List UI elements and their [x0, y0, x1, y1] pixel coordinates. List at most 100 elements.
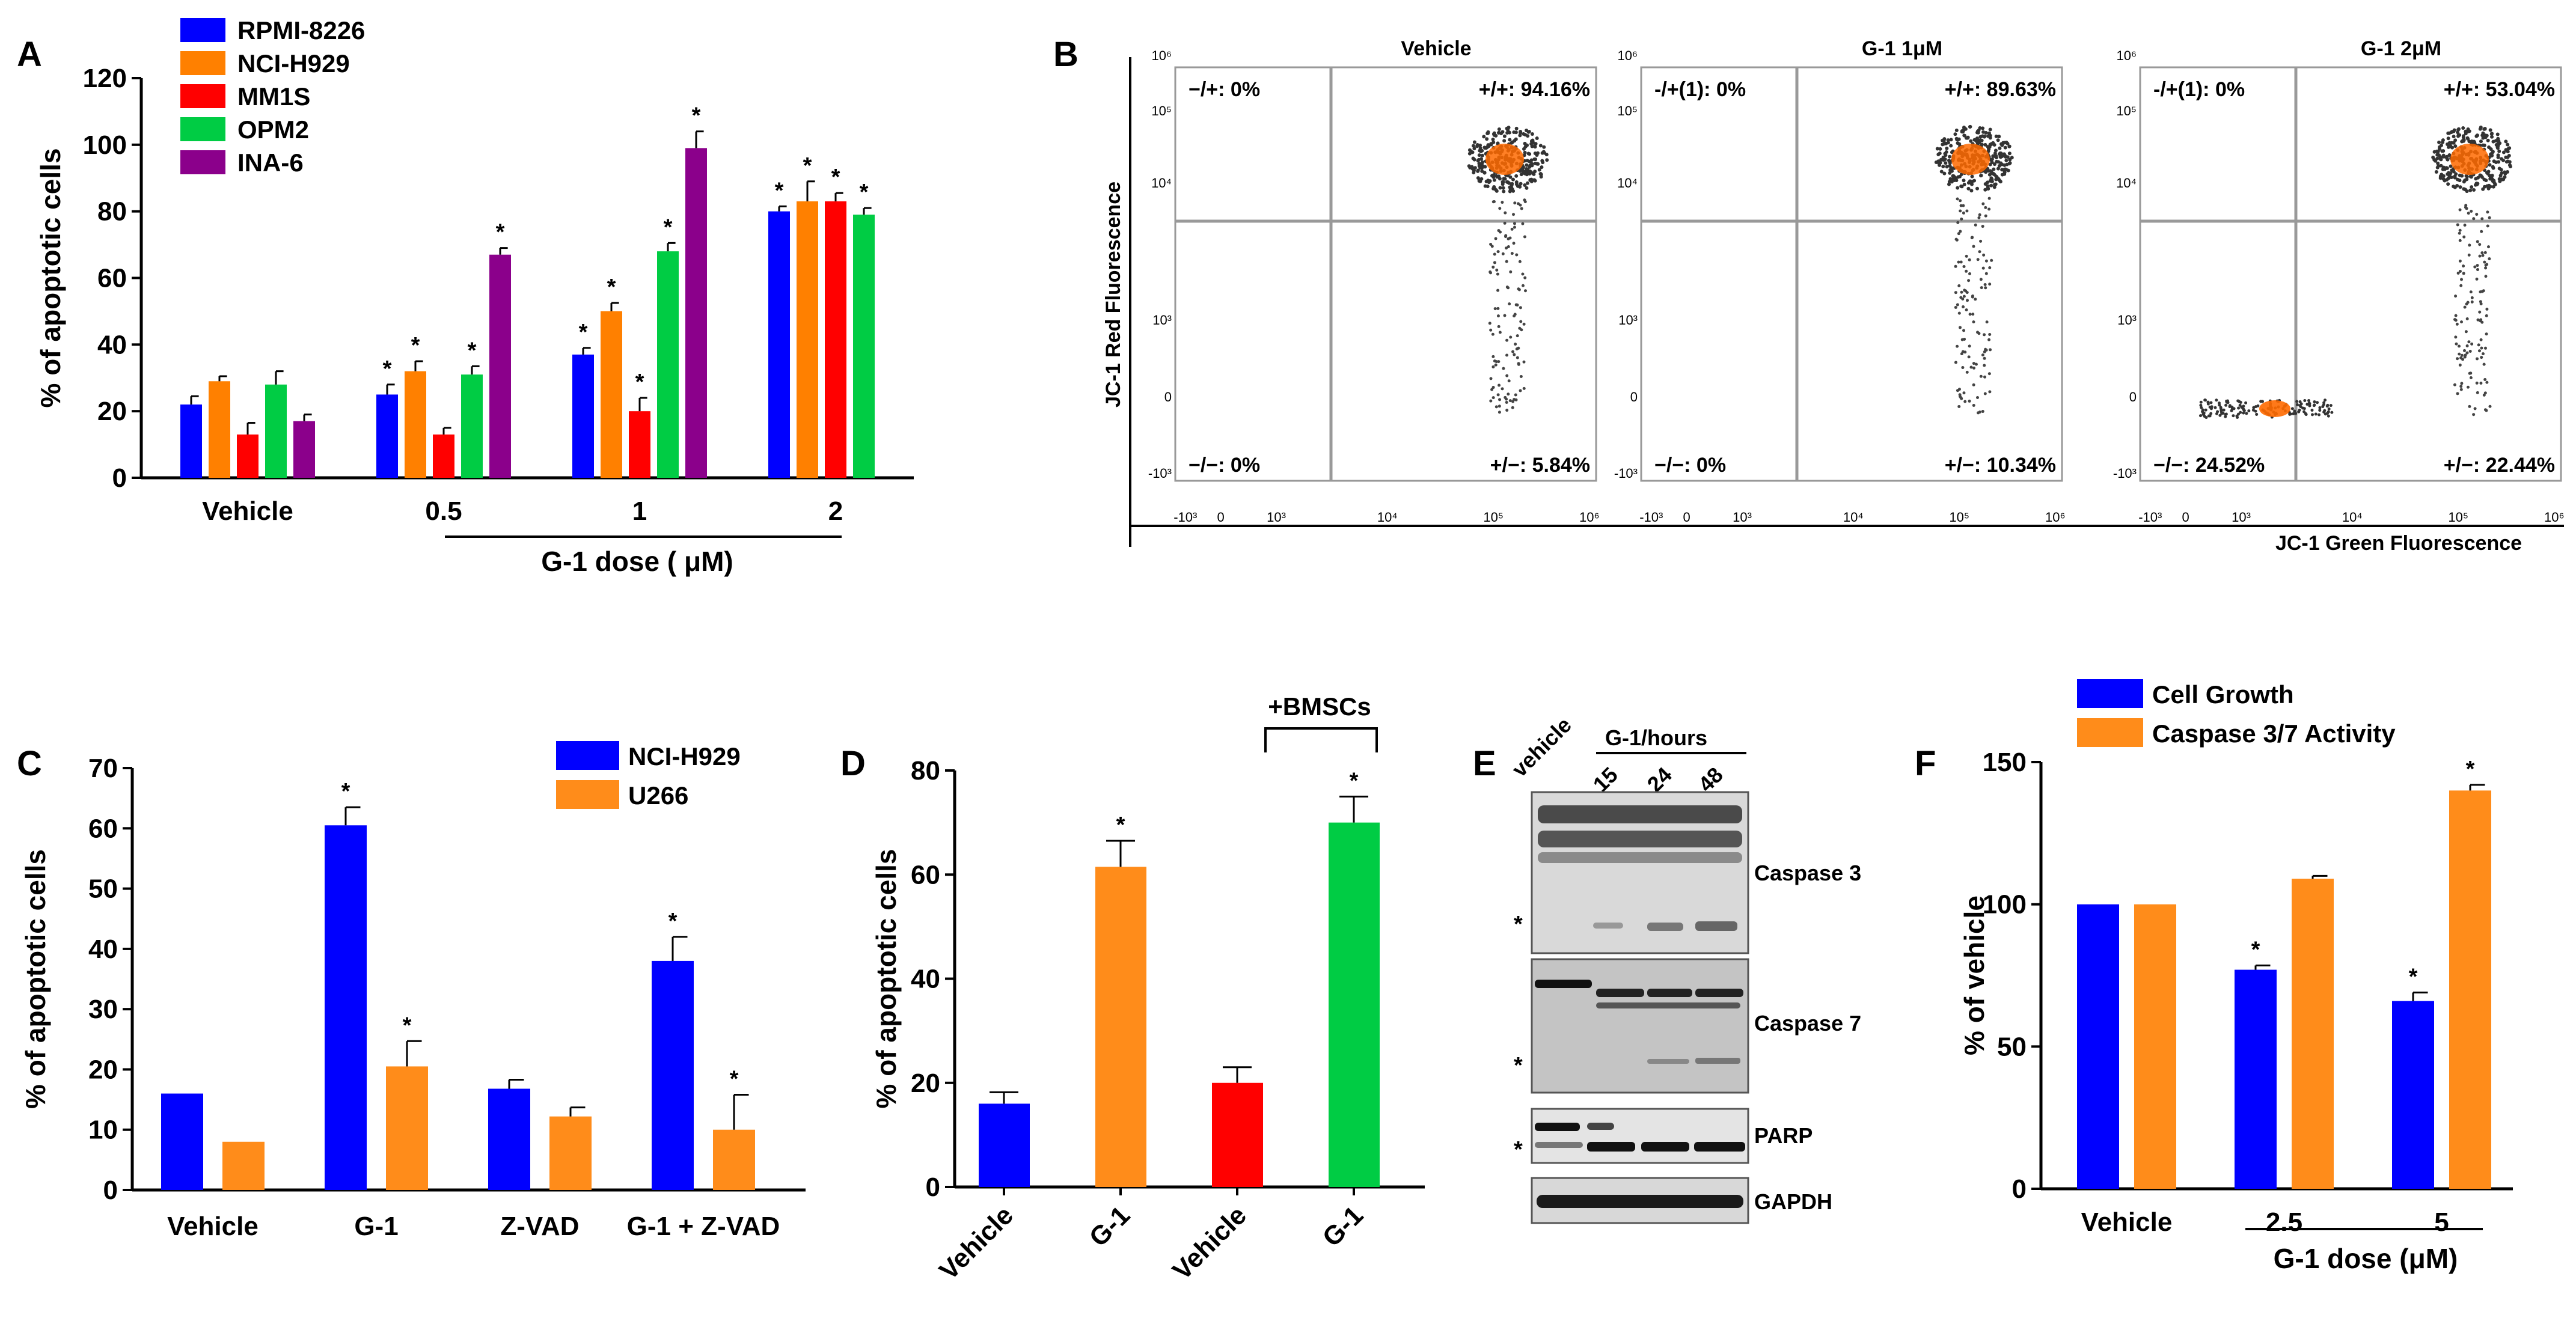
- panel-c-bar: [652, 960, 694, 1190]
- panel-d-ytick-label: 40: [911, 965, 940, 994]
- panel-b-event-dot: [2462, 187, 2466, 191]
- panel-b-event-dot: [1489, 399, 1493, 403]
- panel-b-event-dot: [2254, 409, 2257, 413]
- panel-b-event-dot: [1472, 171, 1476, 175]
- panel-f-category-label: 2.5: [2266, 1207, 2302, 1237]
- panel-b-event-dot: [2000, 154, 2004, 159]
- panel-d-bar: [1212, 1082, 1263, 1187]
- panel-b-event-dot: [1480, 153, 1484, 157]
- panel-b-event-dot: [2492, 178, 2496, 183]
- panel-b-event-dot: [1496, 288, 1500, 292]
- panel-b-event-dot: [2479, 139, 2483, 144]
- panel-b-event-dot: [2462, 235, 2466, 239]
- panel-b-event-dot: [1975, 186, 1980, 191]
- panel-b-event-dot: [1508, 138, 1512, 142]
- panel-b-event-dot: [2480, 217, 2484, 221]
- panel-b-event-dot: [1970, 182, 1974, 186]
- panel-b-event-dot: [2458, 352, 2461, 356]
- panel-b-event-dot: [1501, 201, 1504, 204]
- panel-b-event-dot: [1987, 338, 1991, 341]
- panel-b-event-dot: [1489, 377, 1493, 380]
- panel-b-event-dot: [1948, 154, 1952, 159]
- panel-b-event-dot: [2490, 135, 2494, 139]
- panel-f-bar: [2392, 1001, 2434, 1189]
- panel-b-event-dot: [2445, 166, 2449, 170]
- panel-b-event-dot: [1503, 314, 1507, 317]
- panel-b-event-dot: [2503, 175, 2507, 179]
- panel-b-event-dot: [2465, 189, 2469, 194]
- panel-c-ytick-label: 70: [88, 754, 118, 783]
- panel-c-legend-label: U266: [628, 781, 688, 810]
- panel-a-category-label: Vehicle: [202, 496, 293, 526]
- panel-b-event-dot: [1516, 202, 1520, 206]
- panel-b-event-dot: [2461, 358, 2465, 361]
- panel-b-event-dot: [1485, 137, 1489, 141]
- panel-b-event-dot: [2489, 132, 2494, 136]
- panel-b-event-dot: [2469, 376, 2473, 380]
- panel-b-event-dot: [2476, 391, 2479, 394]
- panel-c-bar: [386, 1066, 428, 1190]
- panel-b-event-dot: [1979, 174, 1983, 178]
- panel-c-bar: [222, 1141, 265, 1190]
- panel-b-event-dot: [1496, 272, 1499, 276]
- panel-b-event-dot: [2244, 401, 2248, 404]
- panel-b-event-dot: [2485, 133, 2489, 138]
- panel-b-event-dot: [1495, 268, 1499, 272]
- panel-b-event-dot: [1978, 135, 1983, 139]
- panel-b-event-dot: [1983, 188, 1987, 192]
- panel-b-event-dot: [1954, 264, 1957, 268]
- panel-b-event-dot: [1986, 145, 1990, 149]
- panel-b-event-dot: [1497, 360, 1501, 364]
- panel-a-significance-star: *: [496, 220, 505, 245]
- panel-b-event-dot: [2483, 260, 2486, 264]
- panel-f-category-label: 5: [2434, 1207, 2449, 1237]
- panel-b-event-dot: [2480, 320, 2484, 324]
- panel-a-significance-star: *: [468, 338, 477, 363]
- panel-b-event-dot: [1949, 138, 1953, 142]
- panel-e-western-blot: vehicle G-1/hours 15 24 48 Caspase 3 * C…: [1507, 712, 1861, 1224]
- panel-b-event-dot: [1542, 145, 1546, 149]
- panel-c-category-label: Vehicle: [167, 1212, 259, 1241]
- panel-b-event-dot: [2472, 188, 2476, 192]
- panel-b-event-dot: [1956, 221, 1960, 224]
- panel-b-event-dot: [1969, 189, 1974, 193]
- panel-b-event-dot: [2293, 409, 2296, 413]
- panel-b-quadrant-ul: -/+(1): 0%: [2153, 78, 2245, 101]
- panel-b-event-dot: [2481, 187, 2485, 191]
- panel-b-event-dot: [2449, 164, 2453, 168]
- panel-b-event-dot: [1495, 189, 1499, 193]
- panel-b-event-dot: [2481, 143, 2485, 147]
- panel-b-event-dot: [2458, 185, 2462, 189]
- panel-b-event-dot: [1962, 204, 1965, 207]
- panel-b-event-dot: [1950, 169, 1954, 173]
- panel-b-event-dot: [2302, 410, 2306, 413]
- panel-b-event-dot: [1963, 350, 1967, 354]
- panel-b-event-dot: [2489, 147, 2493, 151]
- panel-b-event-dot: [1505, 353, 1509, 357]
- panel-b-event-dot: [1954, 306, 1957, 310]
- panel-b-event-dot: [1977, 216, 1981, 219]
- panel-b-event-dot: [2488, 128, 2492, 132]
- panel-b-event-dot: [2003, 154, 2007, 158]
- panel-b-event-dot: [2455, 322, 2459, 326]
- panel-b-event-dot: [2504, 139, 2508, 144]
- panel-b-event-dot: [2313, 403, 2316, 407]
- panel-b-event-dot: [2208, 405, 2212, 409]
- panel-b-quadrant-lr: +/−: 5.84%: [1490, 454, 1590, 477]
- panel-b-event-dot: [1521, 222, 1525, 225]
- panel-b-event-dot: [1974, 223, 1977, 227]
- panel-b-event-dot: [2204, 398, 2207, 402]
- panel-b-event-dot: [1970, 236, 1974, 240]
- panel-b-event-dot: [1535, 162, 1539, 166]
- panel-b-event-dot: [1523, 183, 1527, 188]
- panel-b-event-dot: [2507, 160, 2512, 164]
- panel-b-event-dot: [2484, 275, 2488, 278]
- panel-b-quadrant-ll: −/−: 0%: [1189, 454, 1260, 477]
- panel-b-event-dot: [1504, 235, 1508, 239]
- panel-c-ytick-label: 20: [88, 1055, 118, 1084]
- panel-c-ytick-label: 40: [88, 935, 118, 964]
- panel-b-event-dot: [1509, 270, 1513, 273]
- panel-b-event-dot: [2218, 413, 2222, 417]
- blot-label-caspase7: Caspase 7: [1754, 1011, 1861, 1036]
- panel-b-event-dot: [2468, 188, 2473, 192]
